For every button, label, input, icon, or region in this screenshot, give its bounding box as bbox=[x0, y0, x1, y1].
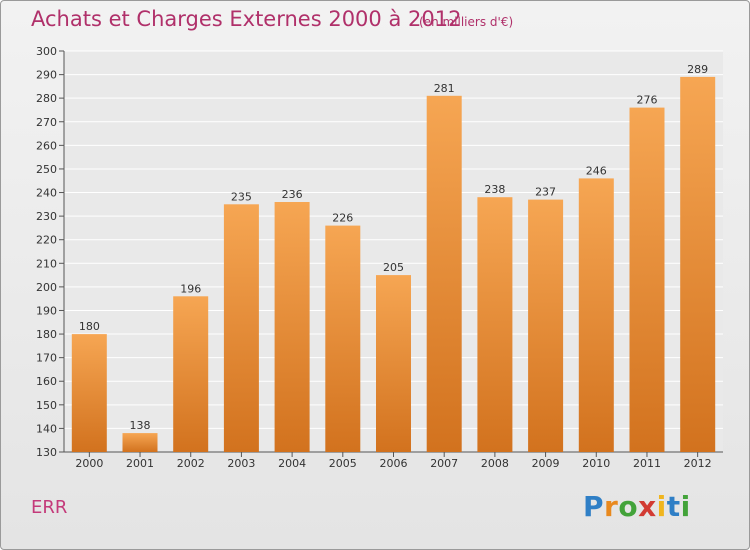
x-tick-label: 2010 bbox=[582, 457, 610, 470]
proxiti-logo: Proxiti bbox=[583, 490, 691, 523]
logo-letter: P bbox=[583, 490, 605, 523]
bar bbox=[71, 334, 107, 452]
bar bbox=[578, 178, 614, 452]
data-label: 236 bbox=[282, 188, 303, 201]
x-tick-label: 2000 bbox=[75, 457, 103, 470]
y-tick-label: 250 bbox=[36, 163, 57, 176]
bar bbox=[477, 197, 513, 452]
chart-title: Achats et Charges Externes 2000 à 2012 bbox=[31, 7, 462, 31]
chart-subtitle: (en milliers d'€) bbox=[419, 15, 514, 29]
data-label: 237 bbox=[535, 186, 556, 199]
bar bbox=[173, 296, 209, 452]
bar bbox=[528, 199, 564, 452]
logo-letter: i bbox=[656, 490, 667, 523]
logo-letter: x bbox=[638, 490, 657, 523]
y-tick-label: 170 bbox=[36, 352, 57, 365]
y-tick-label: 260 bbox=[36, 139, 57, 152]
bar bbox=[629, 107, 665, 452]
x-tick-label: 2007 bbox=[430, 457, 458, 470]
data-label: 138 bbox=[130, 419, 151, 432]
footer-label: ERR bbox=[31, 497, 68, 518]
y-tick-label: 130 bbox=[36, 446, 57, 459]
bar bbox=[426, 95, 462, 453]
bar bbox=[325, 225, 361, 452]
y-tick-label: 270 bbox=[36, 116, 57, 129]
x-tick-label: 2002 bbox=[177, 457, 205, 470]
x-tick-label: 2012 bbox=[684, 457, 712, 470]
data-label: 205 bbox=[383, 261, 404, 274]
logo-letter: t bbox=[666, 490, 681, 523]
y-tick-label: 290 bbox=[36, 69, 57, 82]
x-tick-label: 2008 bbox=[481, 457, 509, 470]
logo-letter: r bbox=[604, 490, 619, 523]
y-tick-label: 210 bbox=[36, 257, 57, 270]
bar bbox=[122, 433, 158, 452]
data-label: 246 bbox=[586, 164, 607, 177]
data-label: 238 bbox=[484, 183, 505, 196]
data-label: 235 bbox=[231, 190, 252, 203]
y-tick-label: 240 bbox=[36, 187, 57, 200]
x-tick-label: 2005 bbox=[329, 457, 357, 470]
data-label: 276 bbox=[636, 94, 657, 107]
data-label: 281 bbox=[434, 82, 455, 95]
x-tick-label: 2001 bbox=[126, 457, 154, 470]
y-tick-label: 150 bbox=[36, 399, 57, 412]
x-tick-label: 2009 bbox=[532, 457, 560, 470]
y-tick-label: 230 bbox=[36, 210, 57, 223]
y-tick-label: 300 bbox=[36, 45, 57, 58]
y-tick-label: 160 bbox=[36, 375, 57, 388]
data-label: 180 bbox=[79, 320, 100, 333]
y-tick-label: 140 bbox=[36, 422, 57, 435]
y-tick-label: 220 bbox=[36, 234, 57, 247]
x-tick-label: 2004 bbox=[278, 457, 306, 470]
logo-letter: o bbox=[618, 490, 639, 523]
y-tick-label: 200 bbox=[36, 281, 57, 294]
data-label: 289 bbox=[687, 63, 708, 76]
bar bbox=[680, 76, 716, 453]
bar bbox=[223, 204, 259, 452]
data-label: 196 bbox=[180, 282, 201, 295]
logo-letter: i bbox=[680, 490, 691, 523]
x-tick-label: 2011 bbox=[633, 457, 661, 470]
y-tick-label: 280 bbox=[36, 92, 57, 105]
bar bbox=[376, 275, 411, 452]
x-tick-label: 2006 bbox=[380, 457, 408, 470]
data-label: 226 bbox=[332, 212, 353, 225]
x-tick-label: 2003 bbox=[227, 457, 255, 470]
y-tick-label: 180 bbox=[36, 328, 57, 341]
y-tick-label: 190 bbox=[36, 304, 57, 317]
bar bbox=[274, 202, 310, 452]
